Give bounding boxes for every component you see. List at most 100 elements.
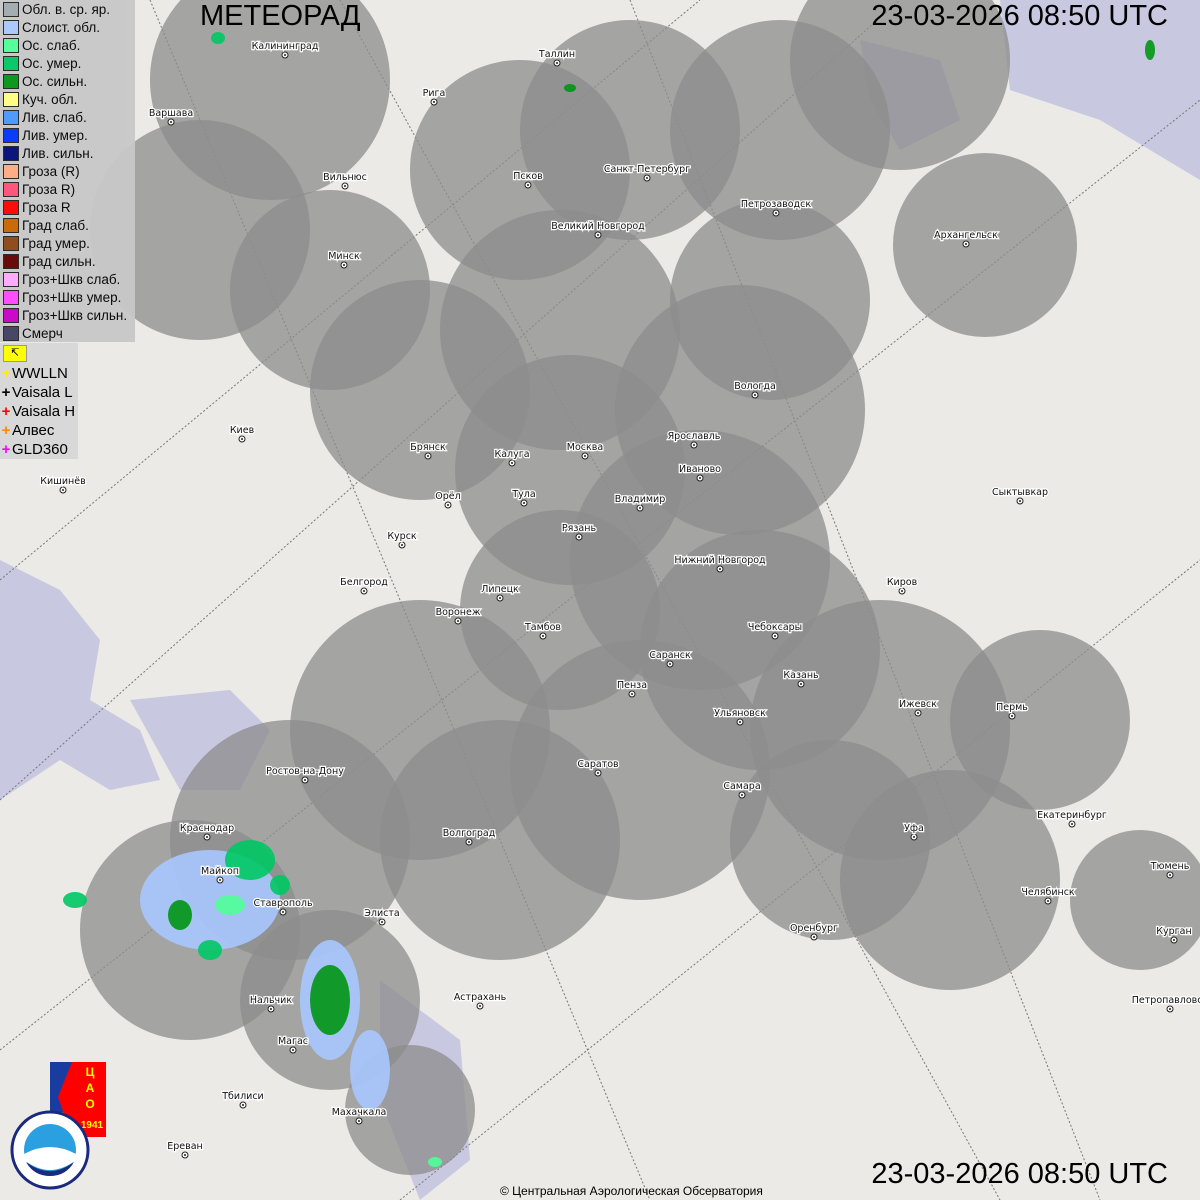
- legend-swatch: [3, 19, 19, 35]
- roshydromet-logo: [10, 1110, 90, 1190]
- city-label: Липецк: [481, 584, 519, 595]
- city-label: Рязань: [562, 523, 597, 534]
- city: Калининград: [250, 40, 320, 59]
- legend-swatch: [3, 253, 19, 269]
- city: Нижний Новгород: [673, 554, 767, 573]
- city-label: Петрозаводск: [741, 199, 811, 210]
- city-label: Саратов: [577, 759, 619, 770]
- radar-circle: [730, 740, 930, 940]
- city: Ростов-на-Дону: [265, 765, 345, 784]
- lightning-label: GLD360: [12, 441, 68, 458]
- precip-echo: [168, 900, 192, 930]
- city: Петрозаводск: [740, 198, 813, 217]
- city-label: Волгоград: [443, 828, 496, 839]
- city-label: Чебоксары: [748, 622, 802, 633]
- legend-label: Гроза (R): [22, 163, 80, 179]
- lightning-item: + GLD360: [0, 440, 75, 459]
- city: Ереван: [166, 1140, 204, 1159]
- city-label: Майкоп: [201, 866, 239, 877]
- city: Самара: [722, 780, 762, 799]
- svg-text:А: А: [86, 1081, 95, 1095]
- legend-swatch: [3, 37, 19, 53]
- legend-item: Смерч: [0, 324, 133, 342]
- city-label: Рига: [423, 88, 446, 99]
- legend-label: Гроз+Шкв сильн.: [22, 307, 128, 323]
- city: Вологда: [733, 380, 777, 399]
- city-label: Брянск: [410, 442, 446, 453]
- legend-item: Лив. сильн.: [0, 144, 133, 162]
- precip-echo: [63, 892, 87, 908]
- city-labels: Калининград Таллин Рига Варшава Вильнюс Псков…: [39, 40, 1200, 1159]
- legend-swatch: [3, 289, 19, 305]
- city-label: Екатеринбург: [1037, 810, 1107, 821]
- legend-label: Ос. сильн.: [22, 73, 88, 89]
- city: Казань: [782, 669, 820, 688]
- legend-label: Град умер.: [22, 235, 90, 251]
- legend-swatch: [3, 1, 19, 17]
- svg-text:1941: 1941: [81, 1120, 104, 1131]
- city-label: Тула: [511, 489, 535, 500]
- precipitation: [63, 32, 1155, 1167]
- legend-swatch: [3, 55, 19, 71]
- city-label: Иваново: [679, 464, 721, 475]
- legend-item: Гроза R): [0, 180, 133, 198]
- city-label: Махачкала: [332, 1107, 387, 1118]
- svg-text:Ц: Ц: [86, 1065, 95, 1079]
- city-label: Вологда: [734, 381, 776, 392]
- legend-swatch: [3, 235, 19, 251]
- city-label: Оренбург: [790, 923, 838, 934]
- city: Калуга: [493, 448, 531, 467]
- city-label: Таллин: [538, 49, 575, 60]
- city: Петропавловск: [1131, 994, 1200, 1013]
- lightning-cross-icon: +: [1, 403, 11, 420]
- svg-text:О: О: [85, 1097, 94, 1111]
- city-label: Киров: [887, 577, 918, 588]
- legend-label: Смерч: [22, 325, 63, 341]
- city: Ставрополь: [252, 897, 314, 916]
- city: Варшава: [148, 107, 194, 126]
- city: Тула: [510, 488, 537, 507]
- lightning-legend: ↸ + WWLLN + Vaisala L + Vaisala H + Алвес + GLD36…: [0, 343, 79, 459]
- precip-echo: [1145, 40, 1155, 60]
- lightning-label: Vaisala H: [12, 403, 76, 420]
- legend-label: Гроз+Шкв умер.: [22, 289, 122, 305]
- city: Санкт-Петербург: [603, 163, 691, 182]
- city-label: Тбилиси: [221, 1091, 263, 1102]
- city: Чебоксары: [747, 621, 803, 640]
- legend-item: Град слаб.: [0, 216, 133, 234]
- city: Владимир: [613, 493, 667, 512]
- precip-echo: [350, 1030, 390, 1110]
- legend-swatch: [3, 181, 19, 197]
- city: Брянск: [409, 441, 447, 460]
- city-label: Астрахань: [454, 992, 507, 1003]
- city: Челябинск: [1020, 886, 1076, 905]
- city-label: Орёл: [435, 491, 460, 502]
- lightning-cross-icon: +: [1, 441, 11, 458]
- legend-swatch: [3, 73, 19, 89]
- city: Тамбов: [523, 621, 563, 640]
- city-label: Архангельск: [934, 230, 998, 241]
- lightning-item: + WWLLN: [0, 364, 75, 383]
- radar-circle: [380, 720, 620, 960]
- precip-echo: [198, 940, 222, 960]
- radar-circle: [893, 153, 1077, 337]
- radar-coverage: [80, 0, 1200, 1175]
- legend-item: Град умер.: [0, 234, 133, 252]
- city-label: Пермь: [996, 702, 1028, 713]
- legend-swatch: [3, 325, 19, 341]
- precip-echo: [564, 84, 576, 92]
- city-label: Казань: [783, 670, 819, 681]
- city-label: Воронеж: [436, 607, 481, 618]
- legend-item: Гроза R: [0, 198, 133, 216]
- legend-label: Град сильн.: [22, 253, 96, 269]
- city: Иваново: [678, 463, 722, 482]
- city-label: Курган: [1156, 926, 1191, 937]
- city: Белгород: [339, 576, 390, 595]
- city: Саранск: [648, 649, 692, 668]
- city-label: Ярославль: [668, 431, 721, 442]
- legend-item: Град сильн.: [0, 252, 133, 270]
- lightning-toggle-icon[interactable]: ↸: [3, 345, 27, 362]
- city: Пермь: [995, 701, 1030, 720]
- city-label: Сыктывкар: [992, 487, 1048, 498]
